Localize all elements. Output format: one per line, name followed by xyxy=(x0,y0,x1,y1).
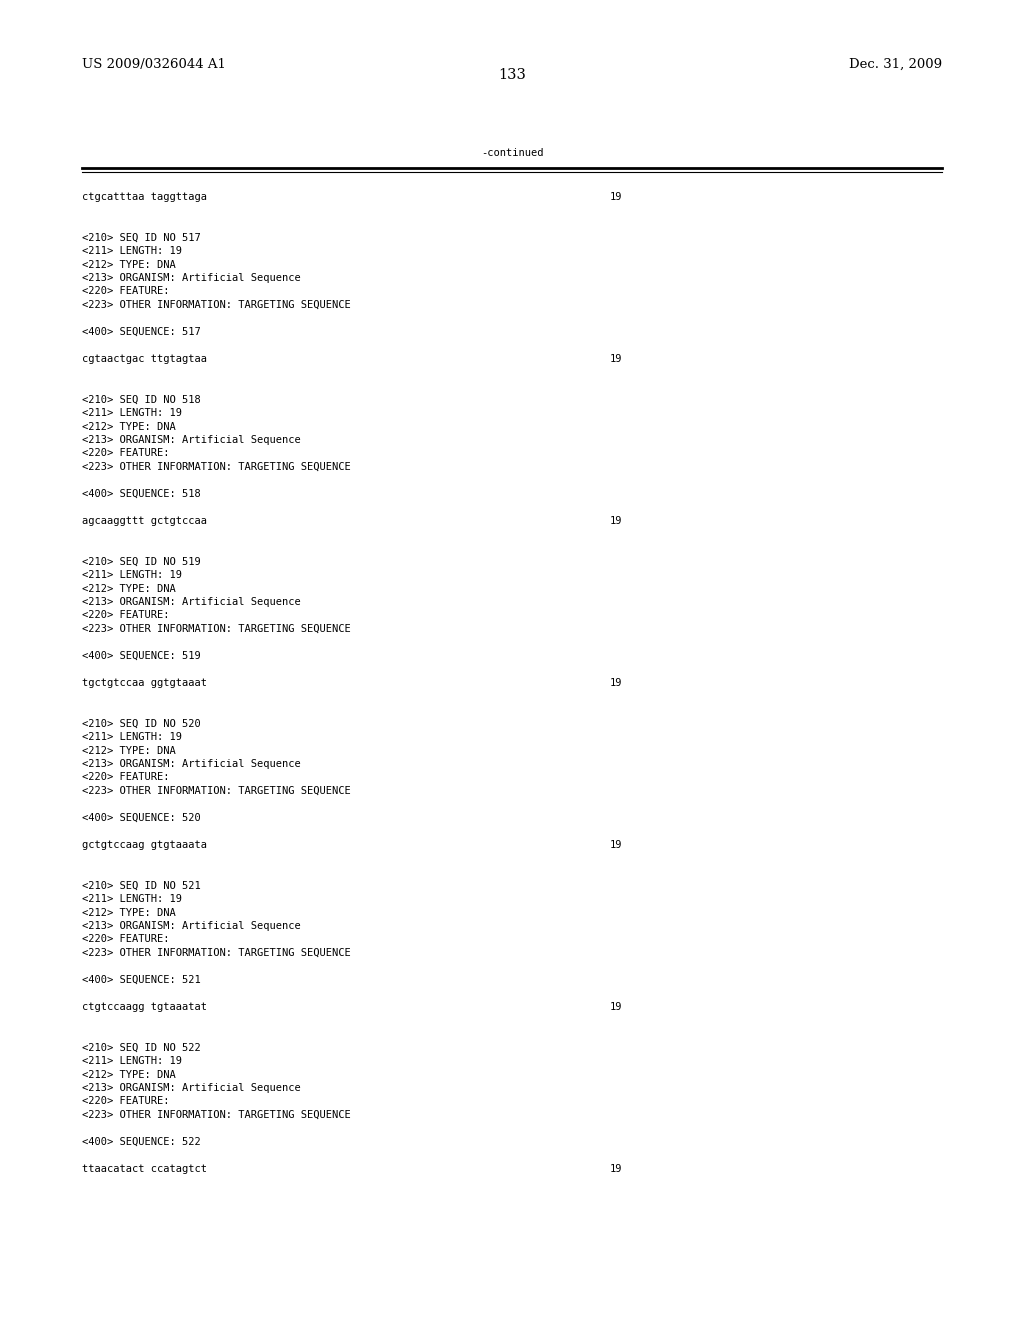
Text: <400> SEQUENCE: 520: <400> SEQUENCE: 520 xyxy=(82,813,201,822)
Text: <212> TYPE: DNA: <212> TYPE: DNA xyxy=(82,583,176,594)
Text: <220> FEATURE:: <220> FEATURE: xyxy=(82,286,169,297)
Text: <400> SEQUENCE: 522: <400> SEQUENCE: 522 xyxy=(82,1137,201,1147)
Text: <400> SEQUENCE: 521: <400> SEQUENCE: 521 xyxy=(82,975,201,985)
Text: agcaaggttt gctgtccaa: agcaaggttt gctgtccaa xyxy=(82,516,207,525)
Text: <212> TYPE: DNA: <212> TYPE: DNA xyxy=(82,421,176,432)
Text: <210> SEQ ID NO 520: <210> SEQ ID NO 520 xyxy=(82,718,201,729)
Text: <223> OTHER INFORMATION: TARGETING SEQUENCE: <223> OTHER INFORMATION: TARGETING SEQUE… xyxy=(82,462,350,473)
Text: <223> OTHER INFORMATION: TARGETING SEQUENCE: <223> OTHER INFORMATION: TARGETING SEQUE… xyxy=(82,624,350,634)
Text: 19: 19 xyxy=(609,191,622,202)
Text: US 2009/0326044 A1: US 2009/0326044 A1 xyxy=(82,58,226,71)
Text: 19: 19 xyxy=(609,1002,622,1012)
Text: <212> TYPE: DNA: <212> TYPE: DNA xyxy=(82,908,176,917)
Text: <210> SEQ ID NO 521: <210> SEQ ID NO 521 xyxy=(82,880,201,891)
Text: <211> LENGTH: 19: <211> LENGTH: 19 xyxy=(82,1056,182,1067)
Text: <223> OTHER INFORMATION: TARGETING SEQUENCE: <223> OTHER INFORMATION: TARGETING SEQUE… xyxy=(82,785,350,796)
Text: <223> OTHER INFORMATION: TARGETING SEQUENCE: <223> OTHER INFORMATION: TARGETING SEQUE… xyxy=(82,1110,350,1119)
Text: 19: 19 xyxy=(609,1164,622,1173)
Text: <211> LENGTH: 19: <211> LENGTH: 19 xyxy=(82,408,182,418)
Text: <213> ORGANISM: Artificial Sequence: <213> ORGANISM: Artificial Sequence xyxy=(82,273,301,282)
Text: <220> FEATURE:: <220> FEATURE: xyxy=(82,1097,169,1106)
Text: <400> SEQUENCE: 518: <400> SEQUENCE: 518 xyxy=(82,488,201,499)
Text: <220> FEATURE:: <220> FEATURE: xyxy=(82,449,169,458)
Text: ttaacatact ccatagtct: ttaacatact ccatagtct xyxy=(82,1164,207,1173)
Text: <212> TYPE: DNA: <212> TYPE: DNA xyxy=(82,260,176,269)
Text: <400> SEQUENCE: 519: <400> SEQUENCE: 519 xyxy=(82,651,201,661)
Text: <220> FEATURE:: <220> FEATURE: xyxy=(82,772,169,783)
Text: <210> SEQ ID NO 518: <210> SEQ ID NO 518 xyxy=(82,395,201,404)
Text: 133: 133 xyxy=(498,69,526,82)
Text: <210> SEQ ID NO 517: <210> SEQ ID NO 517 xyxy=(82,232,201,243)
Text: <223> OTHER INFORMATION: TARGETING SEQUENCE: <223> OTHER INFORMATION: TARGETING SEQUE… xyxy=(82,948,350,958)
Text: 19: 19 xyxy=(609,354,622,364)
Text: <213> ORGANISM: Artificial Sequence: <213> ORGANISM: Artificial Sequence xyxy=(82,1082,301,1093)
Text: <213> ORGANISM: Artificial Sequence: <213> ORGANISM: Artificial Sequence xyxy=(82,759,301,770)
Text: <211> LENGTH: 19: <211> LENGTH: 19 xyxy=(82,894,182,904)
Text: ctgcatttaa taggttaga: ctgcatttaa taggttaga xyxy=(82,191,207,202)
Text: <212> TYPE: DNA: <212> TYPE: DNA xyxy=(82,746,176,755)
Text: <223> OTHER INFORMATION: TARGETING SEQUENCE: <223> OTHER INFORMATION: TARGETING SEQUE… xyxy=(82,300,350,310)
Text: <220> FEATURE:: <220> FEATURE: xyxy=(82,610,169,620)
Text: tgctgtccaa ggtgtaaat: tgctgtccaa ggtgtaaat xyxy=(82,678,207,688)
Text: <213> ORGANISM: Artificial Sequence: <213> ORGANISM: Artificial Sequence xyxy=(82,597,301,607)
Text: cgtaactgac ttgtagtaa: cgtaactgac ttgtagtaa xyxy=(82,354,207,364)
Text: 19: 19 xyxy=(609,840,622,850)
Text: <211> LENGTH: 19: <211> LENGTH: 19 xyxy=(82,570,182,579)
Text: <211> LENGTH: 19: <211> LENGTH: 19 xyxy=(82,246,182,256)
Text: ctgtccaagg tgtaaatat: ctgtccaagg tgtaaatat xyxy=(82,1002,207,1012)
Text: 19: 19 xyxy=(609,516,622,525)
Text: <213> ORGANISM: Artificial Sequence: <213> ORGANISM: Artificial Sequence xyxy=(82,921,301,931)
Text: <400> SEQUENCE: 517: <400> SEQUENCE: 517 xyxy=(82,327,201,337)
Text: -continued: -continued xyxy=(480,148,544,158)
Text: <212> TYPE: DNA: <212> TYPE: DNA xyxy=(82,1069,176,1080)
Text: <211> LENGTH: 19: <211> LENGTH: 19 xyxy=(82,733,182,742)
Text: <220> FEATURE:: <220> FEATURE: xyxy=(82,935,169,945)
Text: <213> ORGANISM: Artificial Sequence: <213> ORGANISM: Artificial Sequence xyxy=(82,436,301,445)
Text: <210> SEQ ID NO 519: <210> SEQ ID NO 519 xyxy=(82,557,201,566)
Text: Dec. 31, 2009: Dec. 31, 2009 xyxy=(849,58,942,71)
Text: 19: 19 xyxy=(609,678,622,688)
Text: <210> SEQ ID NO 522: <210> SEQ ID NO 522 xyxy=(82,1043,201,1052)
Text: gctgtccaag gtgtaaata: gctgtccaag gtgtaaata xyxy=(82,840,207,850)
